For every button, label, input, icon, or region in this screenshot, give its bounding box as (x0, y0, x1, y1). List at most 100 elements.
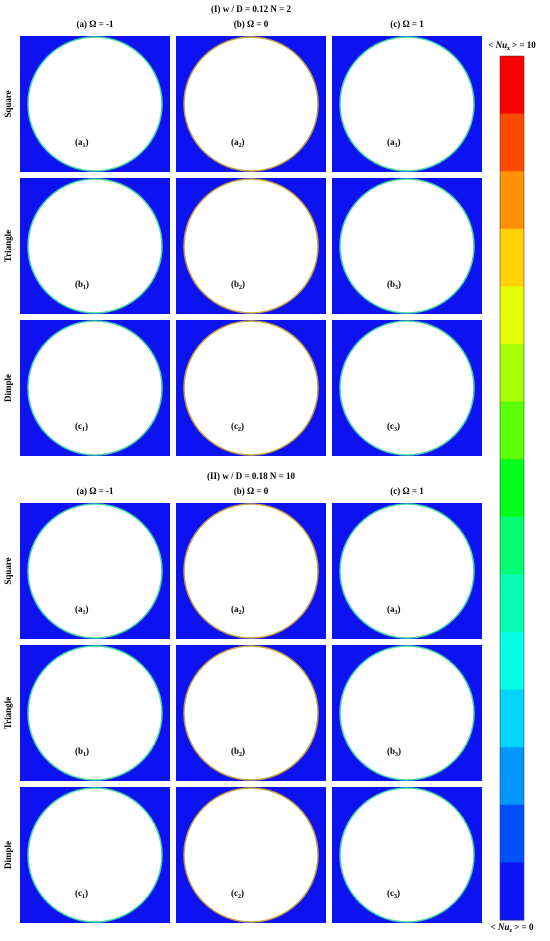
colorbar-band (500, 459, 524, 518)
row-label: Triangle (3, 230, 13, 262)
panel-subscript: 3 (394, 894, 397, 900)
column-header: (b) Ω = 0 (234, 19, 269, 29)
panel-letter: b (390, 279, 395, 289)
panel-subscript: 2 (239, 143, 242, 149)
panel-letter: b (78, 279, 83, 289)
label-prefix: < Nu (488, 40, 507, 50)
colorbar-band (500, 228, 524, 287)
cylinder (339, 320, 475, 456)
panel-label: (c2) (231, 888, 244, 900)
panel-subscript: 2 (238, 427, 241, 433)
cylinder (27, 178, 163, 314)
row-label: Dimple (3, 841, 13, 869)
colorbar-band (500, 747, 524, 806)
panel-subscript: 3 (395, 285, 398, 291)
panel-letter: a (78, 137, 83, 147)
row-label: Square (3, 557, 13, 584)
column-header: (a) Ω = -1 (76, 486, 114, 496)
cylinder (183, 178, 319, 314)
panel-subscript: 3 (395, 143, 398, 149)
cylinder (339, 787, 475, 923)
colorbar-band (500, 804, 524, 863)
panel-subscript: 2 (239, 752, 242, 758)
panel-letter: b (234, 279, 239, 289)
cylinder (27, 503, 163, 639)
column-header: (c) Ω = 1 (390, 486, 424, 496)
panel-letter: a (234, 137, 239, 147)
paren: ) (398, 604, 401, 614)
paren: ) (242, 604, 245, 614)
row-label: Dimple (3, 374, 13, 402)
colorbar-band (500, 574, 524, 633)
panel-subscript: 1 (82, 894, 85, 900)
row-label: Triangle (3, 697, 13, 729)
colorbar-band (500, 516, 524, 575)
panel-subscript: 2 (238, 894, 241, 900)
paren: ) (242, 746, 245, 756)
label-suffix: > = 10 (510, 40, 537, 50)
panel-label: (b3) (387, 746, 401, 758)
colorbar-band (500, 113, 524, 172)
panel-label: (a2) (231, 137, 245, 149)
panel-subscript: 3 (395, 610, 398, 616)
colorbar-label: < Nuz > = 0 (490, 922, 534, 934)
panel-letter: b (78, 746, 83, 756)
paren: ) (397, 421, 400, 431)
colorbar-band (500, 632, 524, 691)
panel-letter: a (78, 604, 83, 614)
cylinder (339, 36, 475, 172)
column-header: (b) Ω = 0 (234, 486, 269, 496)
panel-label: (b2) (231, 746, 245, 758)
paren: ) (398, 137, 401, 147)
panel-label: (a3) (387, 137, 401, 149)
panel-subscript: 2 (239, 610, 242, 616)
cylinder (27, 787, 163, 923)
paren: ) (86, 746, 89, 756)
panel-subscript: 1 (83, 143, 86, 149)
panel-letter: a (390, 137, 395, 147)
panel-subscript: 3 (394, 427, 397, 433)
paren: ) (242, 279, 245, 289)
cylinder (183, 645, 319, 781)
panel-label: (b1) (75, 279, 89, 291)
cylinder (183, 320, 319, 456)
cylinder (339, 645, 475, 781)
row-label: Square (3, 90, 13, 117)
label-suffix: > = 0 (512, 922, 534, 932)
colorbar-band (500, 401, 524, 460)
paren: ) (241, 888, 244, 898)
panel-letter: c (234, 421, 238, 431)
panel-label: (a1) (75, 604, 89, 616)
paren: ) (398, 279, 401, 289)
panel-letter: b (234, 746, 239, 756)
panel-letter: c (78, 888, 82, 898)
panel-label: (c2) (231, 421, 244, 433)
paren: ) (86, 279, 89, 289)
panel-letter: c (78, 421, 82, 431)
cylinder (339, 178, 475, 314)
colorbar-band (500, 171, 524, 230)
paren: ) (397, 888, 400, 898)
paren: ) (85, 421, 88, 431)
colorbar-label: < Nuz > = 10 (488, 40, 536, 52)
colorbar-frame (499, 55, 525, 921)
colorbar-band (500, 862, 524, 921)
panel-subscript: 1 (83, 285, 86, 291)
column-header: (a) Ω = -1 (76, 19, 114, 29)
panel-subscript: 1 (83, 610, 86, 616)
label-subscript: z (507, 46, 510, 52)
paren: ) (241, 421, 244, 431)
panel-letter: c (390, 888, 394, 898)
panel-subscript: 3 (395, 752, 398, 758)
paren: ) (85, 888, 88, 898)
panel-label: (c3) (387, 888, 400, 900)
colorbar-band (500, 56, 524, 115)
panel-letter: a (390, 604, 395, 614)
panel-subscript: 1 (83, 752, 86, 758)
cylinder (27, 320, 163, 456)
label-prefix: < Nu (490, 922, 509, 932)
paren: ) (242, 137, 245, 147)
column-header: (c) Ω = 1 (390, 19, 424, 29)
cylinder (339, 503, 475, 639)
